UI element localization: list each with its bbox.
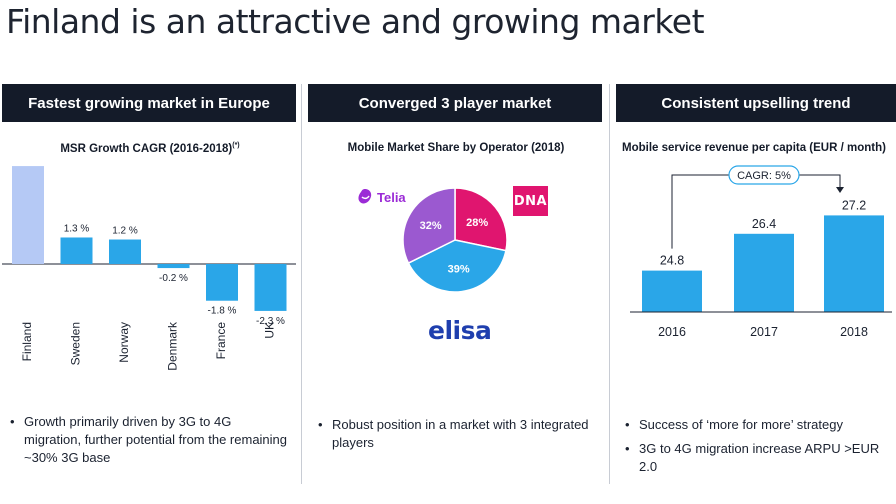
value-label: 26.4	[752, 217, 776, 231]
category-label: UK	[263, 322, 277, 339]
chart-subtitle-text: MSR Growth CAGR (2016-2018)	[60, 142, 233, 155]
bar-2016	[642, 270, 702, 312]
pie-label: 28%	[466, 217, 488, 229]
bullet-list-market: Robust position in a market with 3 integ…	[318, 416, 598, 458]
pie-label: 39%	[448, 263, 470, 275]
pie-slice-telia	[402, 187, 456, 265]
panel-header-growth: Fastest growing market in Europe	[2, 84, 296, 122]
telia-logo: Telia	[356, 188, 406, 206]
panel-header-label: Converged 3 player market	[358, 94, 552, 112]
chart-subtitle-msr: MSR Growth CAGR (2016-2018)(*)	[0, 142, 300, 155]
telia-logo-text: Telia	[377, 189, 406, 205]
value-label: -2.3 %	[256, 316, 285, 327]
category-label: 2017	[750, 325, 778, 339]
category-label: Denmark	[166, 321, 180, 371]
telia-pebble-icon	[358, 189, 372, 204]
elisa-logo: elisa	[428, 316, 492, 345]
value-label: -1.8 %	[208, 306, 237, 317]
category-label: 2016	[658, 325, 686, 339]
panel-header-label: Consistent upselling trend	[661, 94, 851, 112]
value-label: 1.2 %	[112, 226, 138, 237]
cagr-label: CAGR: 5%	[737, 170, 791, 182]
panel-header-market: Converged 3 player market	[308, 84, 602, 122]
value-label: 1.3 %	[64, 223, 90, 234]
bullet-item: Robust position in a market with 3 integ…	[318, 416, 598, 452]
value-label: 4.8 %	[15, 160, 41, 163]
elisa-logo-text: elisa	[428, 316, 492, 345]
value-label: 24.8	[660, 254, 684, 268]
bar-sweden	[60, 237, 93, 264]
panel-header-upselling: Consistent upselling trend	[616, 84, 896, 122]
chart-subtitle-revenue: Mobile service revenue per capita (EUR /…	[622, 142, 886, 154]
page-title: Finland is an attractive and growing mar…	[6, 2, 705, 41]
pie-slice-elisa	[407, 239, 507, 293]
chart-subtitle-share: Mobile Market Share by Operator (2018)	[347, 142, 565, 154]
panel-divider	[301, 84, 302, 484]
pie-slice-dna	[454, 187, 508, 252]
bar-uk	[254, 264, 287, 311]
dna-logo-text: DNA	[513, 193, 548, 209]
category-label: France	[214, 322, 228, 360]
value-label: -0.2 %	[159, 273, 188, 284]
bar-2017	[734, 233, 794, 312]
pie-label: 32%	[420, 220, 442, 232]
bullet-item: 3G to 4G migration increase ARPU >EUR 2.…	[625, 440, 890, 476]
panel-divider	[609, 84, 610, 484]
market-share-pie-chart: 28% 39% 32%	[402, 187, 508, 293]
revenue-per-capita-chart: 24.8 2016 26.4 2017 27.2 2018 CAGR: 5%	[630, 165, 892, 339]
bullet-list-growth: Growth primarily driven by 3G to 4G migr…	[10, 413, 290, 473]
value-label: 27.2	[842, 198, 866, 212]
bullet-list-upselling: Success of ‘more for more’ strategy 3G t…	[625, 416, 890, 482]
bar-norway	[109, 239, 141, 264]
category-label: Sweden	[69, 322, 83, 365]
category-label: Norway	[117, 322, 131, 363]
msr-growth-chart: 4.8 % Finland 1.3 % Sweden 1.2 % Norway -0.2 %…	[2, 160, 296, 371]
dna-logo: DNA	[513, 186, 548, 216]
bar-france	[206, 264, 238, 301]
bar-finland	[12, 166, 44, 264]
category-label: Finland	[20, 322, 34, 361]
bar-2018	[824, 215, 884, 312]
bullet-item: Success of ‘more for more’ strategy	[625, 416, 890, 434]
cagr-arrow-icon	[836, 187, 844, 193]
category-label: 2018	[840, 325, 868, 339]
bullet-item: Growth primarily driven by 3G to 4G migr…	[10, 413, 290, 467]
bar-denmark	[157, 264, 190, 269]
panel-header-label: Fastest growing market in Europe	[28, 94, 270, 112]
cagr-pill	[728, 165, 800, 185]
footnote-marker: (*)	[232, 142, 240, 149]
